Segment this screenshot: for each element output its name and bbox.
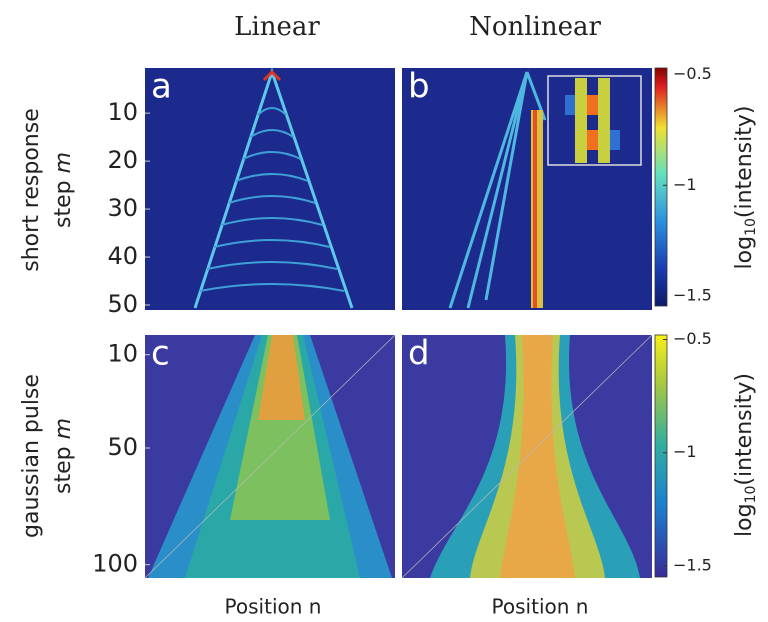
row-label: short response	[19, 108, 44, 271]
label-base: log	[732, 236, 757, 270]
colorbar-tick-label: −1.5	[673, 555, 712, 574]
label-base: log	[732, 503, 757, 537]
arc	[235, 173, 309, 182]
label-subscript: 10	[743, 218, 759, 236]
axis-variable: m	[51, 152, 76, 173]
panel-letter: a	[151, 67, 172, 107]
arc	[257, 107, 287, 116]
row-label: step m	[51, 152, 76, 228]
colorbar-tick-label: −0.5	[673, 64, 712, 83]
y-tick-label: 20	[107, 146, 138, 174]
colorbar-tick-label: −0.5	[673, 329, 712, 348]
y-tick-label: 10	[107, 98, 138, 126]
label-subscript: 10	[743, 486, 759, 504]
arc	[228, 195, 316, 204]
heatmaps	[144, 67, 668, 579]
axis-variable: m	[51, 418, 76, 439]
y-tick-label: 100	[92, 550, 138, 578]
cone-core	[258, 335, 305, 420]
cone-inner	[230, 335, 330, 520]
diagonal	[401, 334, 653, 579]
y-tick-label: 50	[107, 433, 138, 461]
panel-letter: b	[408, 67, 430, 107]
axis-label: step	[51, 446, 76, 494]
y-tick-label: 10	[107, 340, 138, 368]
x-label: Position n	[225, 595, 322, 619]
y-tick-label: 30	[107, 194, 138, 222]
column-title: Nonlinear	[469, 12, 601, 42]
arc	[199, 283, 345, 292]
label-rest: (intensity)	[732, 373, 757, 486]
y-tick-label: 40	[107, 242, 138, 270]
cone-tip	[262, 69, 282, 82]
colorbar	[654, 67, 668, 307]
label-rest: (intensity)	[732, 106, 757, 219]
arc	[206, 261, 338, 270]
colorbar-tick-label: −1	[673, 175, 697, 194]
arc	[221, 217, 323, 226]
colorbar-tick-label: −1	[673, 442, 697, 461]
beam-core	[500, 335, 575, 578]
panel-letter: c	[151, 334, 170, 374]
arcs	[199, 107, 345, 292]
row-label: gaussian pulse	[19, 374, 44, 538]
colorbar-label: log10(intensity)	[732, 106, 759, 270]
row-label: step m	[51, 418, 76, 494]
arc	[242, 151, 302, 160]
y-tick-label: 50	[107, 290, 138, 318]
diagonal	[144, 334, 396, 579]
arc	[214, 239, 330, 248]
arc	[250, 129, 294, 138]
x-label: Position n	[492, 595, 589, 619]
axis-label: step	[51, 180, 76, 228]
heatmap-a	[145, 68, 395, 310]
colorbar-tick-label: −1.5	[673, 286, 712, 305]
panel-letter: d	[408, 334, 430, 374]
soliton-core	[533, 110, 537, 308]
colorbar	[654, 334, 668, 578]
inset-cells	[565, 78, 620, 163]
beams	[448, 71, 547, 309]
column-title: Linear	[234, 12, 320, 42]
colorbar-label: log10(intensity)	[732, 373, 759, 537]
inset	[547, 75, 642, 166]
